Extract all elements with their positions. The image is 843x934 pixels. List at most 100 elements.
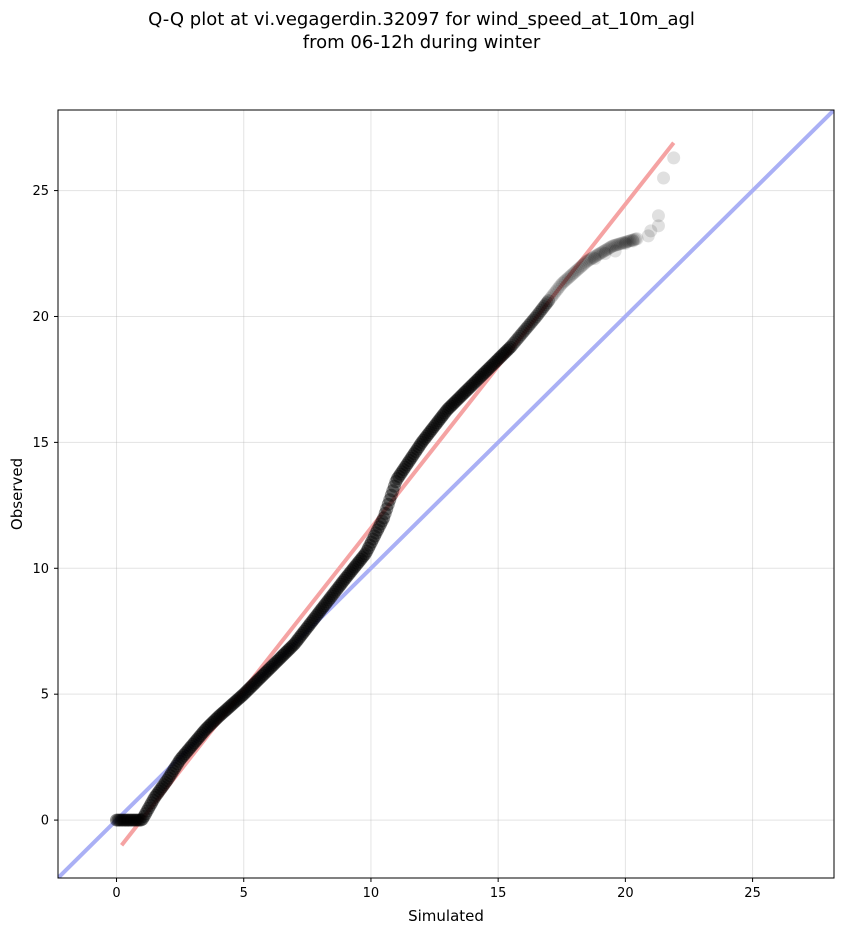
data-point xyxy=(293,630,307,644)
data-point xyxy=(168,762,182,776)
data-point xyxy=(426,422,440,436)
data-point xyxy=(230,693,244,707)
data-point xyxy=(190,732,204,746)
data-point xyxy=(267,657,281,671)
data-point xyxy=(519,322,533,336)
data-point xyxy=(439,404,453,418)
data-point xyxy=(601,242,615,256)
data-point xyxy=(209,712,223,726)
data-point xyxy=(271,653,285,667)
data-point xyxy=(598,247,612,261)
data-point xyxy=(221,701,235,715)
data-point xyxy=(416,433,430,447)
data-point xyxy=(143,799,157,813)
data-point xyxy=(299,622,313,636)
data-point xyxy=(368,529,382,543)
data-point xyxy=(616,236,630,250)
data-point xyxy=(627,233,641,247)
data-point xyxy=(135,812,149,826)
data-point xyxy=(462,381,476,395)
data-point xyxy=(345,564,359,578)
data-point xyxy=(641,229,655,243)
data-point xyxy=(390,472,404,486)
data-point xyxy=(146,793,160,807)
reference-line-1to1 xyxy=(58,110,834,878)
data-point xyxy=(502,342,516,356)
data-point xyxy=(181,743,195,757)
x-tick-label: 20 xyxy=(617,886,634,901)
data-point xyxy=(122,813,136,827)
data-point xyxy=(119,813,133,827)
data-point xyxy=(442,401,456,415)
data-point xyxy=(219,703,233,717)
data-point xyxy=(398,460,412,474)
data-point xyxy=(386,484,400,498)
data-point xyxy=(610,238,624,252)
data-point xyxy=(552,280,566,294)
data-point xyxy=(467,376,481,390)
data-point xyxy=(351,556,365,570)
data-point xyxy=(477,366,491,380)
data-point xyxy=(374,517,388,531)
data-point xyxy=(227,696,241,710)
data-point xyxy=(242,682,256,696)
data-point xyxy=(590,248,604,262)
data-point xyxy=(392,469,406,483)
data-point xyxy=(621,234,635,248)
fit-line xyxy=(120,141,676,847)
data-point xyxy=(419,429,433,443)
data-point xyxy=(482,361,496,375)
data-point xyxy=(270,654,284,668)
data-point xyxy=(403,454,417,468)
data-point xyxy=(339,571,353,585)
data-point xyxy=(592,247,606,261)
data-point xyxy=(433,412,447,426)
data-point xyxy=(274,650,288,664)
data-point xyxy=(432,414,446,428)
data-point xyxy=(239,685,253,699)
data-point xyxy=(514,328,528,342)
data-point xyxy=(193,728,207,742)
data-point xyxy=(551,282,565,296)
data-point xyxy=(604,240,618,254)
axis-ticks: 0 5 10 15 20 25 0 5 10 15 20 25 xyxy=(32,184,760,901)
data-point xyxy=(397,463,411,477)
data-point xyxy=(284,641,298,655)
data-point xyxy=(218,704,232,718)
data-point xyxy=(629,232,643,246)
data-points xyxy=(110,151,681,827)
data-point xyxy=(291,632,305,646)
data-point xyxy=(413,438,427,452)
data-point xyxy=(468,375,482,389)
data-point xyxy=(436,408,450,422)
data-point xyxy=(210,711,224,725)
data-point xyxy=(455,389,469,403)
data-point xyxy=(126,813,140,827)
data-point xyxy=(513,329,527,343)
data-point xyxy=(354,552,368,566)
data-point xyxy=(575,259,589,273)
data-point xyxy=(406,449,420,463)
data-point xyxy=(145,796,159,810)
data-point xyxy=(378,506,392,520)
data-point xyxy=(491,352,505,366)
data-point xyxy=(204,717,218,731)
data-point xyxy=(517,324,531,338)
data-point xyxy=(609,238,623,252)
data-point xyxy=(549,284,563,298)
data-point xyxy=(177,748,191,762)
data-point xyxy=(531,308,545,322)
data-point xyxy=(264,660,278,674)
data-point xyxy=(189,734,203,748)
data-point xyxy=(352,554,366,568)
data-point xyxy=(422,426,436,440)
data-point xyxy=(522,319,536,333)
data-point xyxy=(294,628,308,642)
data-point xyxy=(120,813,134,827)
data-point xyxy=(236,688,250,702)
data-point xyxy=(155,780,169,794)
data-point xyxy=(175,750,189,764)
data-point xyxy=(500,343,514,357)
data-point xyxy=(383,493,397,507)
data-point xyxy=(290,634,304,648)
